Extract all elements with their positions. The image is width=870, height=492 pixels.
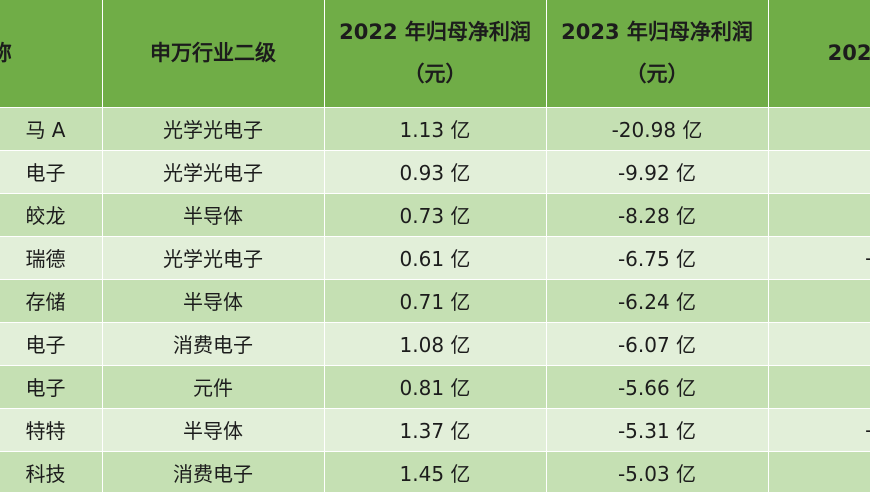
cell-change: -38 xyxy=(768,235,870,279)
header-industry: 申万行业二级 xyxy=(102,0,325,107)
cell-change: -2 xyxy=(768,321,870,365)
cell-profit-2023: -5.31 亿 xyxy=(546,407,769,451)
cell-profit-2023: -20.98 亿 xyxy=(546,106,769,150)
cell-profit-2023: -8.28 亿 xyxy=(546,192,769,236)
cell-industry: 元件 xyxy=(102,364,325,408)
cell-profit-2022: 1.13 亿 xyxy=(324,106,547,150)
cell-industry: 光学光电子 xyxy=(102,235,325,279)
cell-profit-2023: -5.03 亿 xyxy=(546,450,769,492)
cell-profit-2023: -5.66 亿 xyxy=(546,364,769,408)
cell-industry: 光学光电子 xyxy=(102,106,325,150)
cell-name: 科技 xyxy=(0,450,103,492)
header-profit-2022: 2022 年归母净利润（元） xyxy=(324,0,547,107)
cell-profit-2023: -6.24 亿 xyxy=(546,278,769,322)
cell-name: 特特 xyxy=(0,407,103,451)
cell-industry: 半导体 xyxy=(102,192,325,236)
table-row: 电子 元件 0.81 亿 -5.66 亿 0 xyxy=(0,364,870,408)
cell-industry: 消费电子 xyxy=(102,450,325,492)
cell-profit-2022: 0.61 亿 xyxy=(324,235,547,279)
table-row: 特特 半导体 1.37 亿 -5.31 亿 -10 xyxy=(0,407,870,451)
cell-industry: 半导体 xyxy=(102,407,325,451)
cell-profit-2022: 0.71 亿 xyxy=(324,278,547,322)
header-row: 名称 申万行业二级 2022 年归母净利润（元） 2023 年归母净利润（元） … xyxy=(0,0,870,107)
cell-change: -9 xyxy=(768,149,870,193)
table-row: 电子 光学光电子 0.93 亿 -9.92 亿 -9 xyxy=(0,149,870,193)
cell-name: 电子 xyxy=(0,364,103,408)
header-profit-2023: 2023 年归母净利润（元） xyxy=(546,0,769,107)
cell-name: 电子 xyxy=(0,149,103,193)
table-row: 皎龙 半导体 0.73 亿 -8.28 亿 21 xyxy=(0,192,870,236)
cell-industry: 光学光电子 xyxy=(102,149,325,193)
cell-change: 2 xyxy=(768,106,870,150)
cell-profit-2023: -6.07 亿 xyxy=(546,321,769,365)
table-row: 科技 消费电子 1.45 亿 -5.03 亿 11 xyxy=(0,450,870,492)
table-row: 瑞德 光学光电子 0.61 亿 -6.75 亿 -38 xyxy=(0,235,870,279)
table-row: 存储 半导体 0.71 亿 -6.24 亿 20 xyxy=(0,278,870,322)
table-row: 马 A 光学光电子 1.13 亿 -20.98 亿 2 xyxy=(0,106,870,150)
cell-profit-2022: 0.93 亿 xyxy=(324,149,547,193)
cell-name: 皎龙 xyxy=(0,192,103,236)
cell-industry: 消费电子 xyxy=(102,321,325,365)
cell-profit-2023: -9.92 亿 xyxy=(546,149,769,193)
cell-name: 电子 xyxy=(0,321,103,365)
cell-name: 瑞德 xyxy=(0,235,103,279)
cell-change: 21 xyxy=(768,192,870,236)
cell-change: 0 xyxy=(768,364,870,408)
cell-name: 存储 xyxy=(0,278,103,322)
cell-profit-2022: 0.81 亿 xyxy=(324,364,547,408)
header-change-2023: 2023 年（ xyxy=(768,0,870,107)
header-name: 名称 xyxy=(0,0,103,107)
cell-profit-2022: 0.73 亿 xyxy=(324,192,547,236)
cell-change: 11 xyxy=(768,450,870,492)
cell-profit-2022: 1.08 亿 xyxy=(324,321,547,365)
cell-industry: 半导体 xyxy=(102,278,325,322)
cell-profit-2022: 1.45 亿 xyxy=(324,450,547,492)
cell-change: 20 xyxy=(768,278,870,322)
table-row: 电子 消费电子 1.08 亿 -6.07 亿 -2 xyxy=(0,321,870,365)
cell-change: -10 xyxy=(768,407,870,451)
cell-name: 马 A xyxy=(0,106,103,150)
cell-profit-2023: -6.75 亿 xyxy=(546,235,769,279)
cell-profit-2022: 1.37 亿 xyxy=(324,407,547,451)
